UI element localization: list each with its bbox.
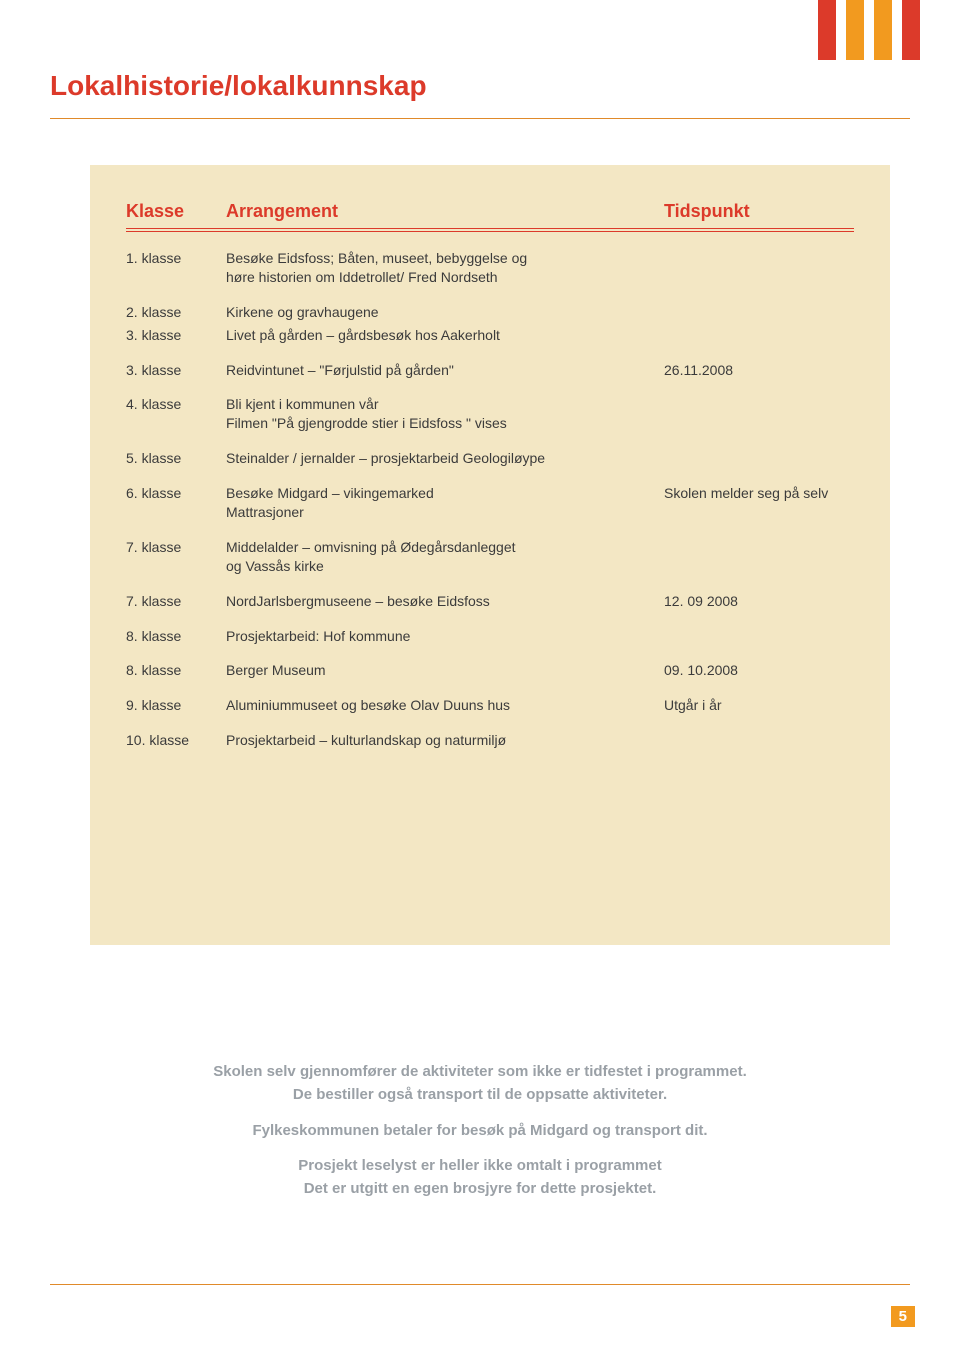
cell-klasse: 9. klasse [126,696,226,715]
footer-p1: Skolen selv gjennomfører de aktiviteter … [0,1060,960,1107]
cell-arrangement: Kirkene og gravhaugene [226,303,664,322]
table-row: 4. klasseBli kjent i kommunen vår Filmen… [126,395,854,433]
cell-tidspunkt: 09. 10.2008 [664,661,854,680]
cell-klasse: 1. klasse [126,249,226,287]
table-row: 8. klasseBerger Museum09. 10.2008 [126,661,854,680]
col-header-arrangement: Arrangement [226,201,664,222]
cell-klasse: 7. klasse [126,592,226,611]
cell-arrangement: Bli kjent i kommunen vår Filmen "På gjen… [226,395,664,433]
ribbon [902,0,920,60]
page-title: Lokalhistorie/lokalkunnskap [50,70,427,102]
cell-arrangement: Prosjektarbeid: Hof kommune [226,627,664,646]
cell-arrangement: Berger Museum [226,661,664,680]
top-ribbons [818,0,920,60]
bottom-rule [50,1284,910,1285]
cell-arrangement: Besøke Eidsfoss; Båten, museet, bebyggel… [226,249,664,287]
cell-arrangement: Aluminiummuseet og besøke Olav Duuns hus [226,696,664,715]
footer-p2: Fylkeskommunen betaler for besøk på Midg… [0,1119,960,1142]
cell-arrangement: Prosjektarbeid – kulturlandskap og natur… [226,731,664,750]
ribbon [818,0,836,60]
cell-klasse: 7. klasse [126,538,226,576]
cell-klasse: 2. klasse [126,303,226,322]
cell-tidspunkt: Utgår i år [664,696,854,715]
table-row: 5. klasseSteinalder / jernalder – prosje… [126,449,854,468]
title-rule [50,118,910,119]
cell-tidspunkt [664,395,854,433]
cell-tidspunkt [664,326,854,345]
cell-arrangement: Besøke Midgard – vikingemarked Mattrasjo… [226,484,664,522]
table-row: 1. klasseBesøke Eidsfoss; Båten, museet,… [126,249,854,287]
content-card: Klasse Arrangement Tidspunkt 1. klasseBe… [90,165,890,945]
cell-klasse: 10. klasse [126,731,226,750]
cell-arrangement: NordJarlsbergmuseene – besøke Eidsfoss [226,592,664,611]
cell-tidspunkt: Skolen melder seg på selv [664,484,854,522]
cell-klasse: 5. klasse [126,449,226,468]
cell-klasse: 8. klasse [126,627,226,646]
cell-klasse: 8. klasse [126,661,226,680]
page-number: 5 [891,1306,915,1327]
cell-klasse: 3. klasse [126,326,226,345]
cell-klasse: 3. klasse [126,361,226,380]
col-header-klasse: Klasse [126,201,226,222]
table-row: 3. klasseReidvintunet – "Førjulstid på g… [126,361,854,380]
cell-arrangement: Steinalder / jernalder – prosjektarbeid … [226,449,664,468]
ribbon [874,0,892,60]
table-header-row: Klasse Arrangement Tidspunkt [126,201,854,228]
table-row: 6. klasseBesøke Midgard – vikingemarked … [126,484,854,522]
table-row: 2. klasseKirkene og gravhaugene [126,303,854,322]
table-row: 10. klasseProsjektarbeid – kulturlandska… [126,731,854,750]
table-row: 7. klasseNordJarlsbergmuseene – besøke E… [126,592,854,611]
footer-notes: Skolen selv gjennomfører de aktiviteter … [0,1060,960,1212]
cell-tidspunkt: 12. 09 2008 [664,592,854,611]
table-header-rule [126,228,854,229]
table-row: 9. klasseAluminiummuseet og besøke Olav … [126,696,854,715]
footer-p3: Prosjekt leselyst er heller ikke omtalt … [0,1154,960,1201]
ribbon [846,0,864,60]
cell-tidspunkt [664,249,854,287]
col-header-tidspunkt: Tidspunkt [664,201,854,222]
cell-arrangement: Reidvintunet – "Førjulstid på gården" [226,361,664,380]
cell-tidspunkt: 26.11.2008 [664,361,854,380]
cell-tidspunkt [664,538,854,576]
cell-tidspunkt [664,731,854,750]
cell-arrangement: Middelalder – omvisning på Ødegårsdanleg… [226,538,664,576]
cell-tidspunkt [664,303,854,322]
table-row: 3. klasseLivet på gården – gårdsbesøk ho… [126,326,854,345]
cell-tidspunkt [664,449,854,468]
table-body: 1. klasseBesøke Eidsfoss; Båten, museet,… [126,249,854,750]
cell-klasse: 4. klasse [126,395,226,433]
table-row: 7. klasseMiddelalder – omvisning på Ødeg… [126,538,854,576]
table-row: 8. klasseProsjektarbeid: Hof kommune [126,627,854,646]
cell-klasse: 6. klasse [126,484,226,522]
cell-tidspunkt [664,627,854,646]
cell-arrangement: Livet på gården – gårdsbesøk hos Aakerho… [226,326,664,345]
